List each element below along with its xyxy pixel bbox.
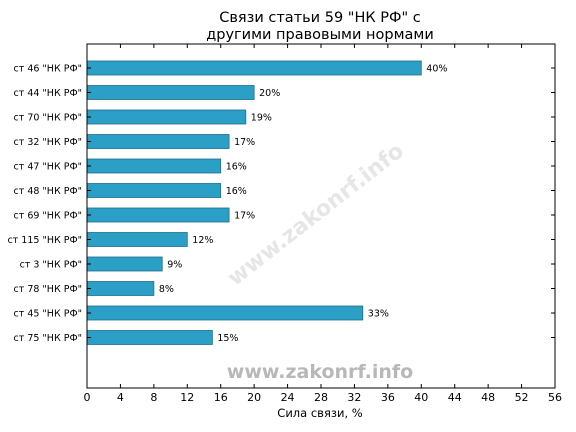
bar [86, 85, 255, 100]
bar [86, 281, 155, 296]
bar-value-label: 40% [426, 64, 447, 75]
bar-value-label: 12% [192, 235, 213, 246]
bar-value-label: 33% [368, 309, 389, 320]
bar-value-label: 20% [259, 88, 280, 99]
bar-value-label: 17% [234, 211, 255, 222]
x-tick-label: 28 [314, 391, 328, 404]
bars-layer [86, 60, 422, 345]
bar-value-label: 19% [251, 113, 272, 124]
bar [86, 330, 213, 345]
category-label: ст 46 "НК РФ" [14, 64, 82, 75]
x-tick-label: 48 [481, 391, 495, 404]
bar-value-label: 16% [226, 186, 247, 197]
bar-value-label: 17% [234, 137, 255, 148]
category-label: ст 44 "НК РФ" [14, 88, 82, 99]
category-label: ст 70 "НК РФ" [14, 113, 82, 124]
x-tick-label: 4 [117, 391, 124, 404]
x-tick-label: 56 [548, 391, 562, 404]
x-tick-label: 36 [381, 391, 395, 404]
labels-layer: 40% ст 46 "НК РФ" 20% ст 44 "НК РФ" 19% ст 70… [8, 64, 448, 345]
bar [86, 232, 188, 247]
bar [86, 183, 222, 198]
category-label: ст 32 "НК РФ" [14, 137, 82, 148]
bar [86, 60, 422, 76]
chart-title-line-2: другими правовыми нормами [206, 27, 434, 43]
x-tick-label: 24 [281, 391, 295, 404]
x-tick-label: 12 [180, 391, 194, 404]
bar-value-label: 16% [226, 162, 247, 173]
plot-area-frame [86, 43, 556, 389]
x-axis-label: Сила связи, % [277, 406, 362, 420]
x-tick-label: 44 [448, 391, 462, 404]
chart-title-line-1: Связи статьи 59 "НК РФ" с [219, 10, 421, 26]
x-tick-label: 0 [84, 391, 91, 404]
x-tick-label: 32 [347, 391, 361, 404]
bar [86, 134, 230, 149]
bottom-watermark: www.zakonrf.info [227, 361, 413, 383]
x-tick-label: 8 [150, 391, 157, 404]
category-label: ст 3 "НК РФ" [20, 260, 82, 271]
x-tick-label: 20 [247, 391, 261, 404]
bar [86, 305, 364, 321]
x-tick-label: 40 [414, 391, 428, 404]
bar-value-label: 9% [167, 260, 182, 271]
bar-value-label: 8% [159, 284, 174, 295]
x-tick-label: 52 [515, 391, 529, 404]
category-label: ст 69 "НК РФ" [14, 211, 82, 222]
bar-value-label: 15% [217, 333, 238, 344]
bar [86, 158, 222, 174]
category-label: ст 75 "НК РФ" [14, 333, 82, 344]
bar [86, 109, 247, 125]
bar [86, 207, 230, 223]
category-label: ст 115 "НК РФ" [8, 235, 82, 246]
category-label: ст 47 "НК РФ" [14, 162, 82, 173]
category-label: ст 48 "НК РФ" [14, 186, 82, 197]
category-label: ст 45 "НК РФ" [14, 309, 82, 320]
x-tick-label: 16 [214, 391, 228, 404]
bar [86, 256, 163, 272]
category-label: ст 78 "НК РФ" [14, 284, 82, 295]
